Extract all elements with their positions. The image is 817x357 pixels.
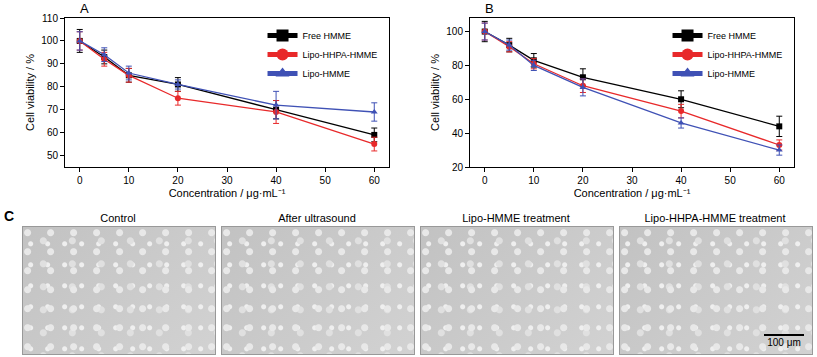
svg-text:60: 60 — [47, 127, 59, 138]
svg-text:30: 30 — [626, 175, 638, 186]
svg-text:B: B — [485, 1, 494, 16]
svg-text:Free HMME: Free HMME — [708, 31, 757, 41]
svg-text:Free HMME: Free HMME — [303, 31, 352, 41]
svg-text:80: 80 — [452, 60, 464, 71]
svg-text:70: 70 — [47, 104, 59, 115]
svg-text:80: 80 — [47, 81, 59, 92]
svg-text:60: 60 — [774, 175, 786, 186]
svg-text:100: 100 — [41, 35, 58, 46]
svg-text:20: 20 — [577, 175, 589, 186]
svg-text:60: 60 — [452, 94, 464, 105]
svg-text:Cell viability / %: Cell viability / % — [429, 54, 441, 131]
html-text:100 μm: 100 μm — [767, 337, 801, 348]
svg-text:20: 20 — [452, 162, 464, 173]
svg-text:Lipo-HHPA-HMME: Lipo-HHPA-HMME — [708, 50, 783, 60]
html-text:C: C — [4, 208, 15, 224]
html-text:Control: Control — [100, 212, 136, 224]
svg-text:100: 100 — [446, 26, 463, 37]
svg-text:110: 110 — [42, 13, 58, 24]
svg-text:10: 10 — [123, 175, 135, 186]
svg-text:Lipo-HHPA-HMME: Lipo-HHPA-HMME — [303, 50, 378, 60]
svg-text:60: 60 — [369, 175, 381, 186]
svg-text:0: 0 — [482, 175, 488, 186]
html-text:Lipo-HHPA-HMME treatment: Lipo-HHPA-HMME treatment — [644, 212, 786, 224]
html-text:Lipo-HMME treatment: Lipo-HMME treatment — [462, 212, 570, 224]
svg-text:Concentration / μg·mL⁻¹: Concentration / μg·mL⁻¹ — [169, 187, 286, 199]
svg-text:A: A — [80, 1, 89, 16]
html-text:After ultrasound: After ultrasound — [278, 212, 356, 224]
svg-text:40: 40 — [271, 175, 283, 186]
svg-text:90: 90 — [47, 58, 59, 69]
svg-text:40: 40 — [452, 128, 464, 139]
svg-text:Lipo-HMME: Lipo-HMME — [708, 69, 756, 79]
svg-text:40: 40 — [676, 175, 688, 186]
svg-text:0: 0 — [77, 175, 83, 186]
svg-text:Lipo-HMME: Lipo-HMME — [303, 69, 351, 79]
svg-text:Cell viability / %: Cell viability / % — [24, 54, 36, 131]
svg-text:Concentration / μg·mL⁻¹: Concentration / μg·mL⁻¹ — [574, 187, 691, 199]
svg-text:20: 20 — [172, 175, 184, 186]
svg-text:50: 50 — [320, 175, 332, 186]
svg-text:50: 50 — [47, 150, 59, 161]
svg-text:50: 50 — [725, 175, 737, 186]
svg-text:10: 10 — [528, 175, 540, 186]
svg-text:30: 30 — [221, 175, 233, 186]
